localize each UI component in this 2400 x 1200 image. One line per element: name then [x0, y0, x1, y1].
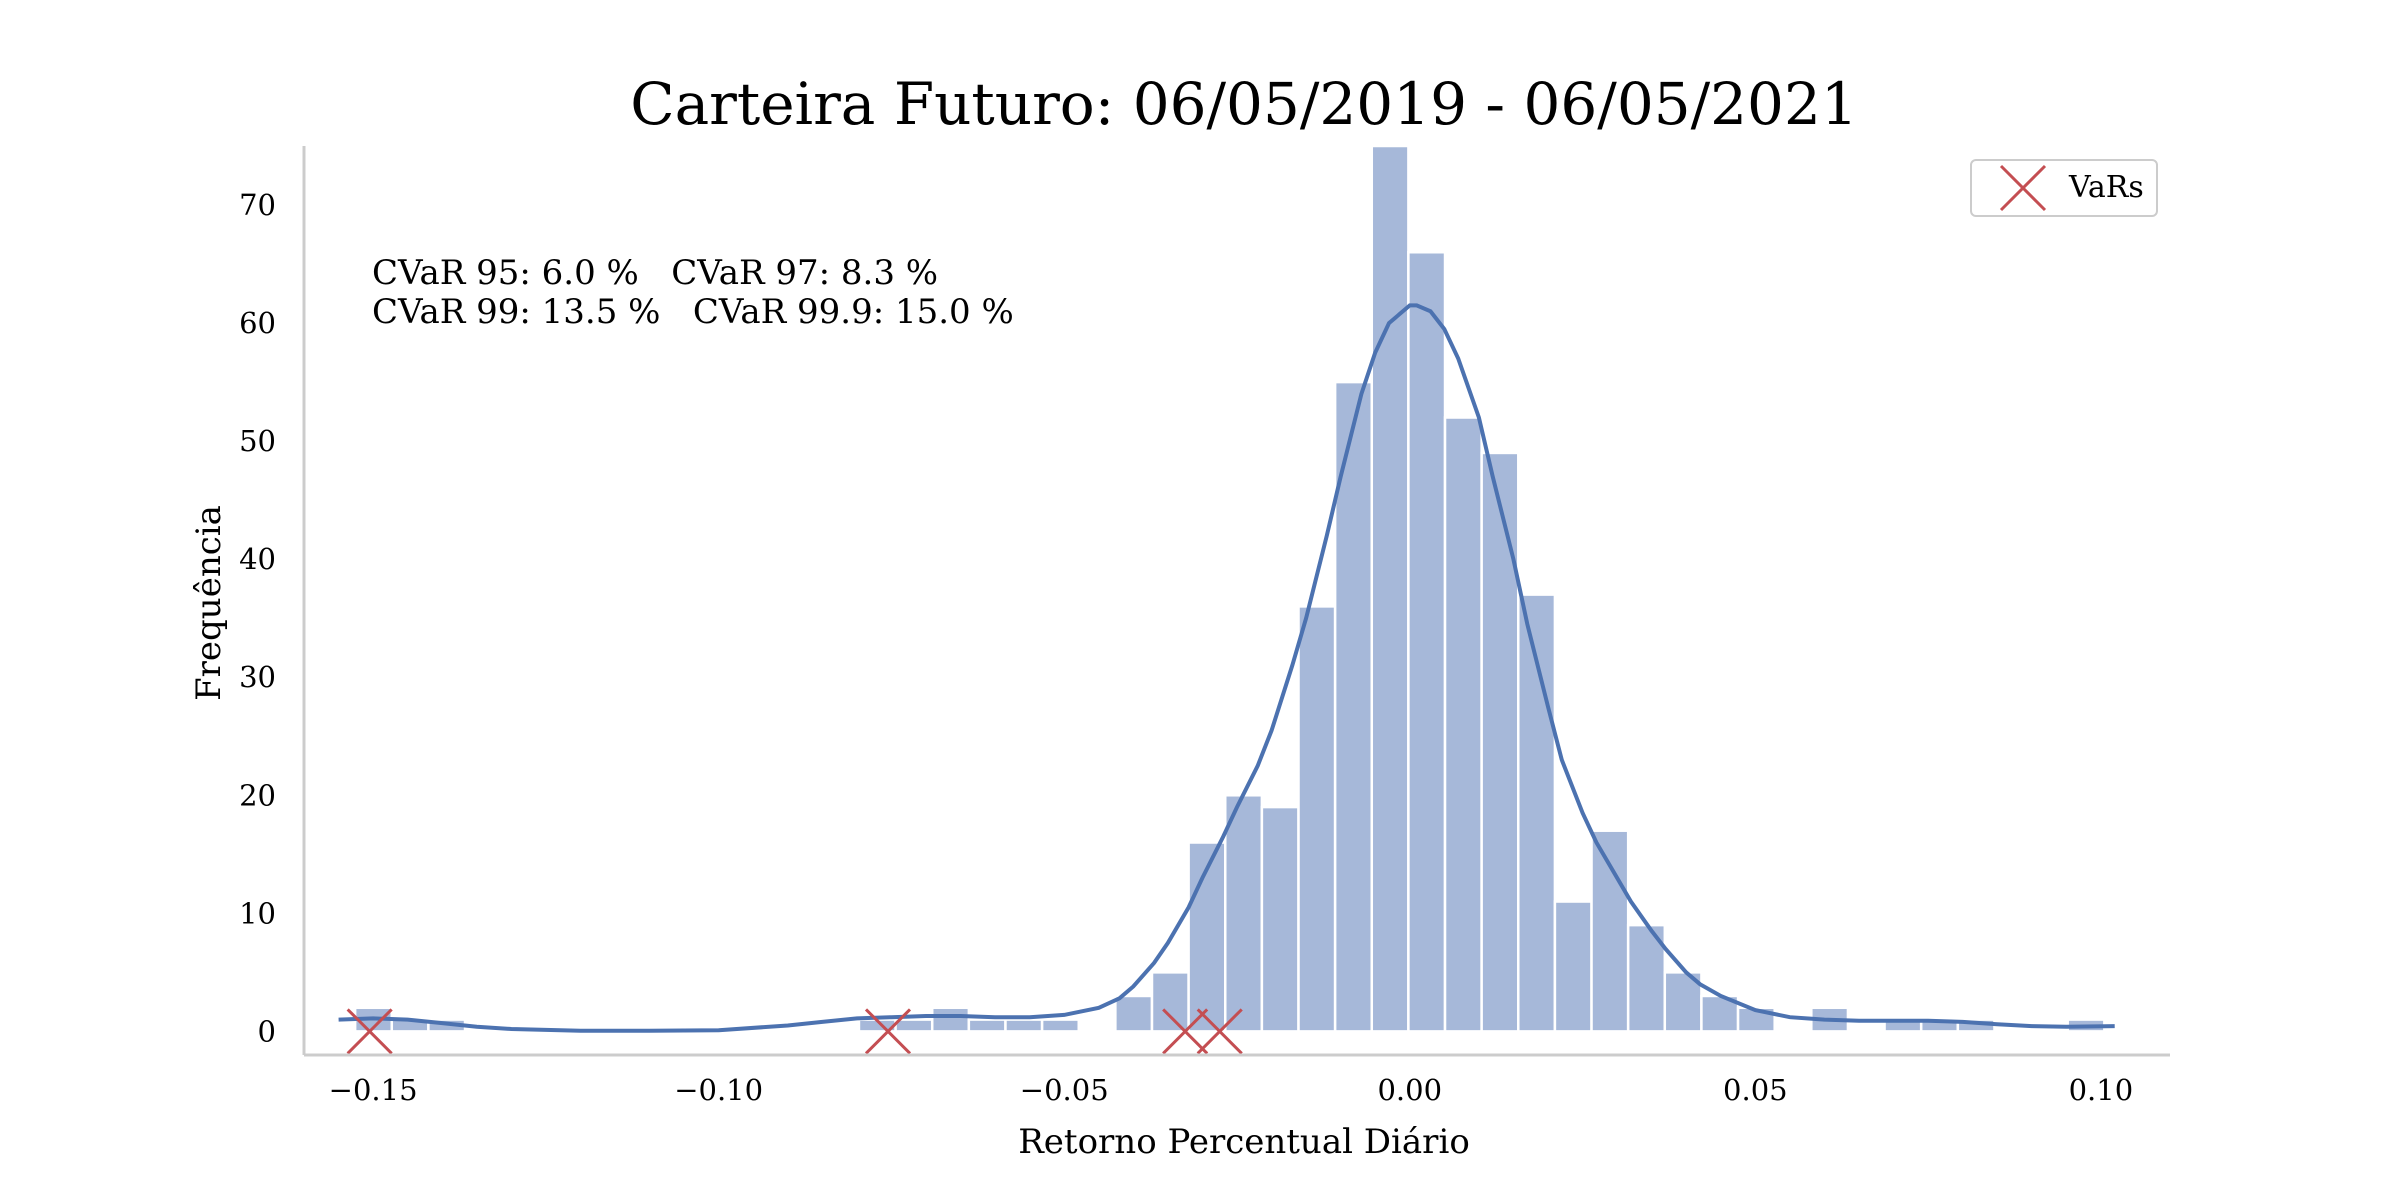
- histogram-bar: [1443, 416, 1483, 1033]
- histogram-bar: [894, 1018, 934, 1033]
- histogram-bars: [353, 144, 2106, 1033]
- y-tick-label: 60: [239, 306, 276, 340]
- histogram-bar: [1040, 1018, 1080, 1033]
- histogram-bar: [1297, 605, 1337, 1033]
- histogram-bar: [1370, 144, 1410, 1033]
- x-tick-label: 0.05: [1723, 1073, 1788, 1107]
- kde-line: [338, 303, 2115, 1033]
- histogram-bar: [1590, 829, 1630, 1033]
- var-marker: [864, 1008, 912, 1055]
- histogram-bar: [1150, 971, 1190, 1033]
- y-tick-label: 70: [239, 188, 276, 222]
- var-marker: [346, 1008, 393, 1055]
- histogram-bar: [1553, 900, 1593, 1033]
- y-tick-label: 40: [239, 542, 276, 576]
- legend-var-marker: [1999, 164, 2047, 212]
- y-tick-label: 50: [239, 424, 276, 458]
- chart-title: Carteira Futuro: 06/05/2019 - 06/05/2021: [630, 70, 1858, 138]
- histogram-bar: [1004, 1018, 1044, 1033]
- legend-var-x: [1999, 164, 2047, 212]
- x-axis-label: Retorno Percentual Diário: [1018, 1122, 1470, 1162]
- histogram-bar: [1407, 250, 1447, 1033]
- y-tick-label: 10: [239, 896, 276, 930]
- histogram-bar: [967, 1018, 1007, 1033]
- y-tick-label: 30: [239, 660, 276, 694]
- legend: VaRs: [1970, 159, 2158, 217]
- y-ticks: 0 10 20 30 40 50 60 70: [239, 188, 276, 1048]
- var-markers: [346, 1008, 1243, 1055]
- histogram-bar: [1480, 451, 1520, 1033]
- var-marker: [1162, 1008, 1209, 1055]
- cvar-annotation-line-2: CVaR 99: 13.5 % CVaR 99.9: 15.0 %: [372, 292, 1014, 332]
- cvar-annotation-line-1: CVaR 95: 6.0 % CVaR 97: 8.3 %: [372, 253, 938, 293]
- y-axis-label: Frequência: [189, 505, 229, 701]
- histogram-bar: [1333, 380, 1374, 1033]
- x-tick-label: −0.15: [329, 1073, 418, 1107]
- x-ticks: −0.15 −0.10 −0.05 0.00 0.05 0.10: [329, 1073, 2134, 1107]
- histogram-bar: [930, 1006, 971, 1033]
- x-tick-label: 0.00: [1377, 1073, 1442, 1107]
- x-tick-label: 0.10: [2069, 1073, 2134, 1107]
- y-tick-label: 20: [239, 778, 276, 812]
- x-tick-label: −0.10: [674, 1073, 763, 1107]
- histogram-bar: [1224, 794, 1264, 1033]
- histogram-bar: [1260, 805, 1300, 1033]
- legend-label-vars: VaRs: [2068, 170, 2144, 205]
- x-tick-label: −0.05: [1020, 1073, 1109, 1107]
- var-marker: [1196, 1008, 1243, 1055]
- y-tick-label: 0: [258, 1014, 276, 1048]
- legend-frame: [1970, 159, 2158, 217]
- histogram-bar: [1114, 994, 1154, 1033]
- histogram-bar: [1187, 841, 1227, 1033]
